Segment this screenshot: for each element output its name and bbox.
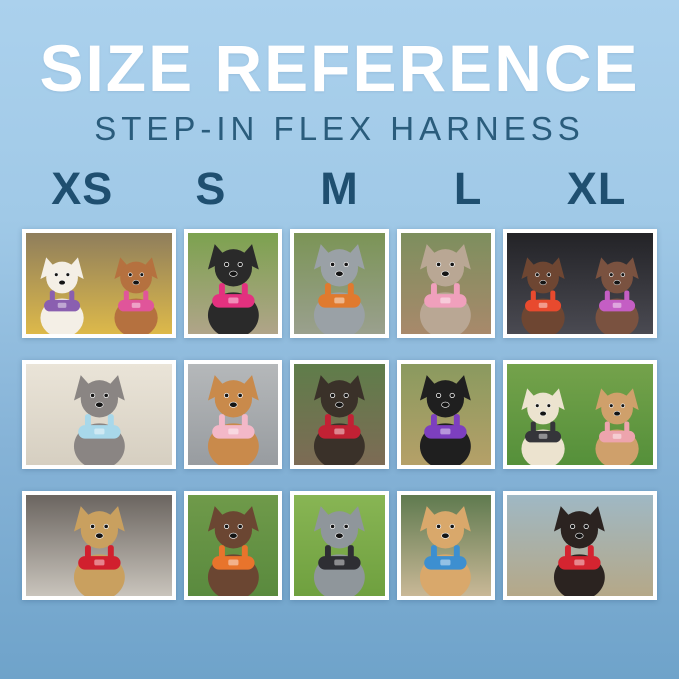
dog-photo xyxy=(26,363,173,465)
page-subtitle: STEP-IN FLEX HARNESS xyxy=(94,109,585,147)
photo-tile xyxy=(290,490,389,600)
dog-illustration xyxy=(314,505,365,596)
size-label-xl: XL xyxy=(566,162,627,214)
dog-illustration xyxy=(420,374,472,465)
dog-illustration xyxy=(40,257,84,334)
dog-illustration xyxy=(521,257,565,334)
dog-illustration xyxy=(207,374,259,465)
dog-illustration xyxy=(554,505,606,596)
dog-illustration xyxy=(73,374,125,465)
photo-tile xyxy=(22,359,177,469)
dog-illustration xyxy=(207,243,259,334)
dog-illustration xyxy=(114,257,158,334)
dog-illustration-group xyxy=(26,364,172,465)
dog-illustration-group xyxy=(401,233,491,334)
photo-tile xyxy=(184,490,283,600)
dog-photo xyxy=(400,232,491,334)
dog-illustration-group xyxy=(401,495,491,596)
photo-tile xyxy=(290,359,389,469)
size-label-s: S xyxy=(195,162,227,214)
photo-tile xyxy=(184,359,283,469)
page-title: SIZE REFERENCE xyxy=(39,31,640,105)
dog-photo xyxy=(400,494,491,596)
dog-illustration-group xyxy=(507,495,653,596)
dog-photo xyxy=(188,363,279,465)
photo-tile xyxy=(22,228,177,338)
dog-illustration xyxy=(420,505,472,596)
dog-illustration xyxy=(314,243,365,334)
dog-illustration-group xyxy=(188,233,278,334)
dog-photo xyxy=(506,363,653,465)
dog-illustration xyxy=(314,374,365,465)
photo-tile xyxy=(184,228,283,338)
size-label-l: L xyxy=(453,162,483,214)
photo-tile xyxy=(502,228,657,338)
dog-photo xyxy=(506,494,653,596)
dog-photo xyxy=(188,494,279,596)
photo-tile xyxy=(502,359,657,469)
dog-illustration xyxy=(521,388,565,465)
dog-illustration-group xyxy=(507,364,653,465)
dog-photo xyxy=(294,232,385,334)
size-label-row: XS S M L XL xyxy=(0,163,679,215)
photo-tile xyxy=(396,359,495,469)
dog-photo xyxy=(26,232,173,334)
size-label-xs: XS xyxy=(51,162,114,214)
dog-photo xyxy=(294,363,385,465)
photo-tile xyxy=(396,490,495,600)
dog-illustration-group xyxy=(26,233,172,334)
dog-illustration-group xyxy=(507,233,653,334)
dog-illustration xyxy=(595,388,639,465)
photo-tile xyxy=(502,490,657,600)
dog-illustration-group xyxy=(401,364,491,465)
photo-tile xyxy=(22,490,177,600)
dog-photo xyxy=(506,232,653,334)
dog-illustration-group xyxy=(188,364,278,465)
dog-illustration-group xyxy=(294,364,384,465)
header: SIZE REFERENCE STEP-IN FLEX HARNESS xyxy=(0,0,679,148)
dog-photo xyxy=(188,232,279,334)
dog-illustration-group xyxy=(188,495,278,596)
dog-photo xyxy=(26,494,173,596)
dog-illustration xyxy=(73,505,125,596)
photo-tile xyxy=(290,228,389,338)
size-label-m: M xyxy=(320,162,359,214)
dog-illustration xyxy=(595,257,639,334)
dog-photo xyxy=(400,363,491,465)
dog-illustration-group xyxy=(294,495,384,596)
dog-illustration xyxy=(420,243,472,334)
dog-illustration-group xyxy=(294,233,384,334)
dog-illustration-group xyxy=(26,495,172,596)
photo-tile xyxy=(396,228,495,338)
photo-grid xyxy=(0,228,679,600)
dog-photo xyxy=(294,494,385,596)
dog-illustration xyxy=(207,505,259,596)
